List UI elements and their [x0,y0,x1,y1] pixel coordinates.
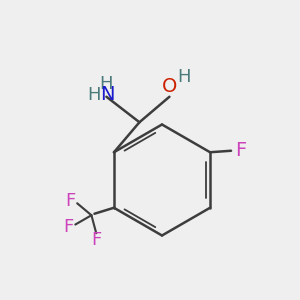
Text: F: F [235,141,246,160]
Text: F: F [92,231,102,249]
Text: N: N [100,85,114,104]
Text: H: H [99,75,112,93]
Text: H: H [177,68,190,86]
Text: F: F [64,218,74,236]
Text: O: O [162,77,178,96]
Text: F: F [65,192,76,210]
Text: H: H [87,86,101,104]
